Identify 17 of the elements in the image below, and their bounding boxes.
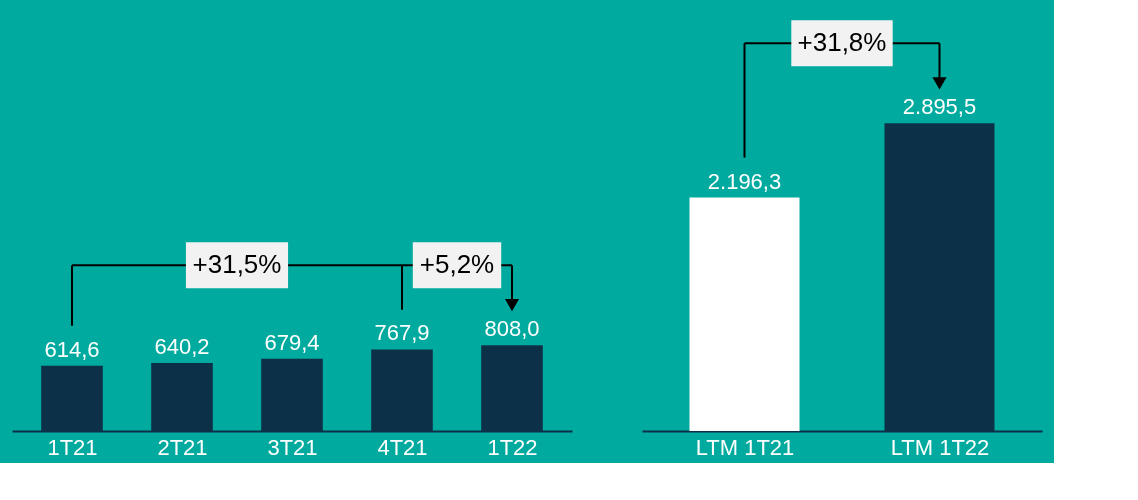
text: +31,8% [797, 27, 887, 58]
x-tick-label: 1T22 [487, 434, 538, 460]
data-label: 679,4 [264, 329, 320, 355]
data-label: 640,2 [154, 333, 210, 359]
x-tick-label: 2T21 [157, 434, 208, 460]
data-label: 808,0 [484, 316, 540, 342]
data-label: 614,6 [44, 336, 100, 362]
x-tick-label: 1T21 [47, 434, 98, 460]
x-tick-label: LTM 1T22 [890, 434, 990, 460]
x-tick-label: LTM 1T21 [695, 434, 795, 460]
text: +5,2% [419, 249, 495, 280]
x-tick-label: 3T21 [267, 434, 318, 460]
text: +31,5% [192, 249, 282, 280]
data-label: 2.196,3 [707, 168, 782, 194]
data-label: 767,9 [374, 320, 430, 346]
x-tick-label: 4T21 [377, 434, 428, 460]
data-label: 2.895,5 [902, 94, 977, 120]
